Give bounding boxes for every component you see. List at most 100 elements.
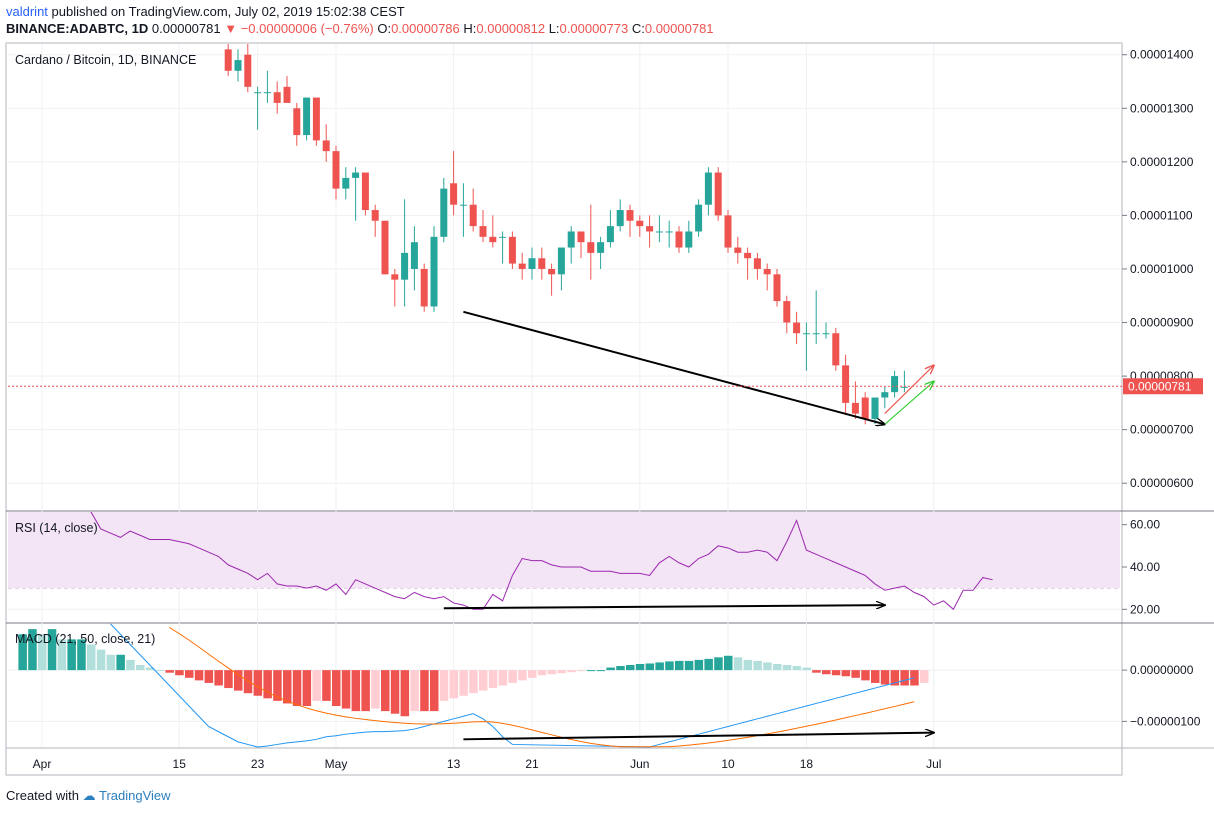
candle xyxy=(675,226,683,253)
macd-histogram-bar xyxy=(106,654,116,671)
candle xyxy=(626,204,634,237)
candle xyxy=(234,49,242,82)
candle xyxy=(420,263,428,312)
candle-body xyxy=(293,108,301,136)
macd-histogram-bar xyxy=(214,670,223,686)
candle-body xyxy=(254,92,262,94)
candle-body xyxy=(508,236,516,264)
candle-body xyxy=(636,220,644,227)
candle-body xyxy=(675,231,683,248)
candle xyxy=(371,204,379,237)
candle xyxy=(822,322,830,339)
candle-body xyxy=(577,231,585,243)
candle-body xyxy=(342,177,350,189)
axis-tick-label: 20.00 xyxy=(1130,602,1160,616)
macd-histogram-bar xyxy=(420,670,429,712)
macd-histogram-bar xyxy=(234,670,243,691)
macd-histogram-bar xyxy=(763,662,772,671)
candle xyxy=(312,97,320,146)
chart-frame xyxy=(5,42,1123,776)
candle xyxy=(773,268,781,307)
macd-histogram-bar xyxy=(665,661,674,671)
high-value: 0.00000812 xyxy=(476,21,546,36)
time-tick-label: 18 xyxy=(800,757,814,771)
candle-body xyxy=(861,397,869,419)
candle xyxy=(293,102,301,146)
candle xyxy=(332,145,340,200)
macd-histogram-bar xyxy=(341,670,351,709)
candle-body xyxy=(234,60,242,71)
candle-body xyxy=(685,231,693,248)
macd-histogram-bar xyxy=(753,660,762,671)
candle xyxy=(695,199,703,237)
time-tick-label: May xyxy=(325,757,348,771)
macd-histogram-bar xyxy=(684,660,694,671)
candle xyxy=(322,124,330,162)
macd-histogram-bar xyxy=(920,670,929,683)
candle-body xyxy=(263,92,271,94)
candle-body xyxy=(312,97,320,141)
rsi-series xyxy=(90,511,993,611)
candle-body xyxy=(900,386,908,388)
macd-histogram-bar xyxy=(802,667,811,671)
macd-histogram-bar xyxy=(910,670,919,686)
candle xyxy=(303,97,311,141)
macd-histogram-bar xyxy=(655,662,664,671)
candle-body xyxy=(518,263,526,269)
macd-histogram-bar xyxy=(596,670,606,672)
trend-arrow xyxy=(884,365,934,415)
publish-info: valdrint published on TradingView.com, J… xyxy=(6,4,405,19)
candle xyxy=(832,327,840,371)
tradingview-brand[interactable]: TradingView xyxy=(99,788,171,803)
candle-body xyxy=(822,333,830,335)
candle xyxy=(881,386,889,409)
candles xyxy=(224,44,908,425)
axis-tick-label: 60.00 xyxy=(1130,518,1160,532)
candle-body xyxy=(499,236,507,238)
candle-body xyxy=(352,172,360,178)
macd-histogram-bar xyxy=(381,670,390,712)
last-price: 0.00000781 xyxy=(151,21,221,36)
created-with-text: Created with xyxy=(6,788,79,803)
axis-tick-label: 40.00 xyxy=(1130,560,1160,574)
candle-body xyxy=(420,268,428,307)
macd-histogram-bar xyxy=(194,670,204,681)
author-link[interactable]: valdrint xyxy=(6,4,48,19)
last-price-tag xyxy=(1123,378,1203,395)
candle-body xyxy=(391,274,399,280)
macd-histogram-bar xyxy=(87,644,96,671)
rsi-pane-title: RSI (14, close) xyxy=(15,521,98,535)
macd-histogram-bar xyxy=(498,670,508,686)
candle xyxy=(459,183,467,237)
macd-histogram-bar xyxy=(57,639,67,671)
macd-histogram-bar xyxy=(145,667,155,671)
candle xyxy=(244,44,252,93)
down-arrow-icon: ▼ xyxy=(224,21,238,36)
candle xyxy=(665,220,673,248)
axis-tick-label: −0.00000100 xyxy=(1130,714,1201,728)
macd-histogram-bar xyxy=(302,670,312,706)
macd-histogram-bar xyxy=(871,670,880,683)
time-tick-label: 13 xyxy=(447,757,461,771)
candle xyxy=(783,295,791,334)
macd-histogram-bar xyxy=(537,670,547,676)
candle-body xyxy=(430,236,438,307)
macd-histogram-bar xyxy=(283,670,292,704)
candle xyxy=(499,231,507,264)
macd-histogram-bar xyxy=(567,670,576,673)
macd-histogram-bar xyxy=(851,670,860,678)
candle-body xyxy=(704,172,712,205)
macd-histogram-bar xyxy=(479,670,488,691)
candle xyxy=(557,247,565,291)
last-price-label: 0.00000781 xyxy=(1128,379,1192,393)
candle-body xyxy=(714,172,722,216)
candle xyxy=(871,397,879,425)
macd-histogram-bar xyxy=(880,670,890,685)
candle xyxy=(263,70,271,103)
macd-histogram-bar xyxy=(528,670,537,678)
axis-tick-label: 0.00000600 xyxy=(1130,476,1194,490)
candle xyxy=(744,247,752,280)
candle xyxy=(714,167,722,221)
macd-histogram-bar xyxy=(67,639,76,671)
